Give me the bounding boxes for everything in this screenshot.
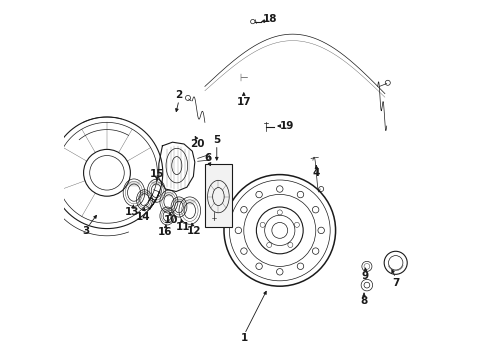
Text: 3: 3 [82, 226, 89, 236]
Text: 11: 11 [175, 222, 189, 232]
Text: 2: 2 [175, 90, 182, 100]
Text: 18: 18 [263, 14, 277, 24]
Text: 20: 20 [190, 139, 204, 149]
Text: 19: 19 [279, 121, 294, 131]
Bar [204, 164, 231, 227]
Text: 6: 6 [204, 153, 212, 163]
Text: 17: 17 [236, 96, 250, 107]
Text: 7: 7 [391, 278, 399, 288]
Text: 16: 16 [158, 227, 172, 237]
Text: 14: 14 [135, 212, 150, 222]
Text: 8: 8 [360, 296, 367, 306]
Text: 4: 4 [312, 168, 320, 178]
Text: 5: 5 [213, 135, 220, 145]
Text: 1: 1 [241, 333, 247, 343]
Text: 13: 13 [124, 207, 139, 217]
Text: 12: 12 [186, 226, 201, 236]
Text: 9: 9 [361, 271, 368, 282]
Text: 10: 10 [163, 215, 178, 225]
Text: 15: 15 [150, 168, 164, 179]
